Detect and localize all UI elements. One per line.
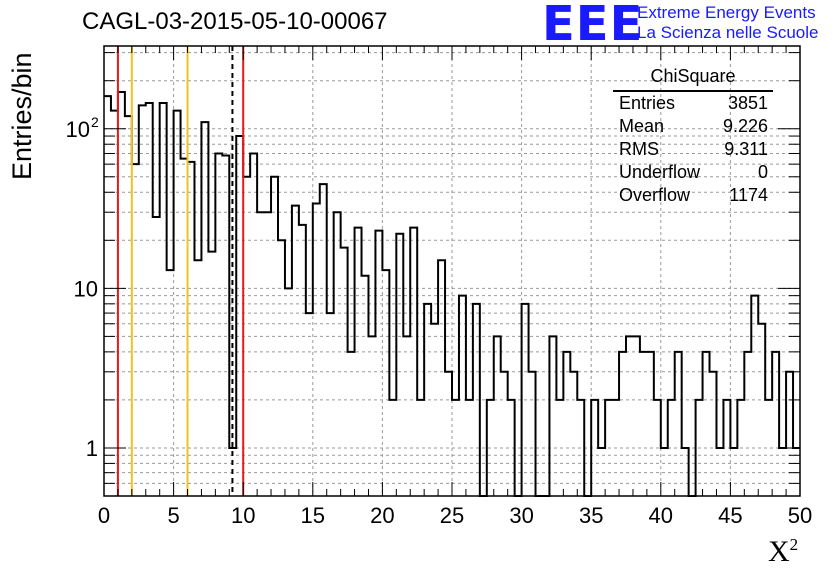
histogram-bin	[222, 155, 229, 496]
eee-tagline-1: Extreme Energy Events	[637, 3, 816, 22]
histogram-bin	[549, 336, 556, 496]
histogram-bin	[758, 324, 765, 496]
histogram-bin	[306, 313, 313, 496]
x-tick-label: 15	[301, 503, 325, 528]
histogram-bin	[368, 336, 375, 496]
stats-value: 1174	[729, 185, 768, 205]
histogram-bin	[125, 116, 132, 496]
histogram-bin	[703, 352, 710, 496]
histogram-bin	[633, 336, 640, 496]
histogram-bin	[111, 111, 118, 496]
stats-row-entries: Entries 3851	[611, 92, 779, 115]
histogram-bin	[320, 184, 327, 496]
histogram-bin	[786, 372, 793, 496]
stats-label: Underflow	[619, 162, 701, 182]
stats-title: ChiSquare	[613, 66, 773, 92]
histogram-bin	[174, 111, 181, 496]
histogram-bin	[264, 212, 271, 496]
histogram-bin	[334, 212, 341, 496]
x-tick-label: 25	[440, 503, 464, 528]
x-tick-label: 20	[370, 503, 394, 528]
histogram-bin	[529, 372, 536, 496]
histogram-bin	[250, 153, 257, 496]
histogram-bin	[459, 296, 466, 496]
stats-value: 3851	[727, 93, 768, 113]
histogram-bin	[118, 92, 125, 496]
histogram-bin	[710, 372, 717, 496]
y-tick-label: 1	[86, 436, 98, 461]
histogram-bin	[201, 122, 208, 496]
histogram-bin	[278, 240, 285, 496]
x-tick-label: 50	[788, 503, 812, 528]
histogram-bin	[751, 296, 758, 496]
stats-label: Overflow	[619, 185, 691, 205]
x-tick-label: 35	[579, 503, 603, 528]
stats-row-mean: Mean 9.226	[611, 115, 779, 138]
stats-label: RMS	[619, 139, 659, 159]
x-axis-ticks: 0 5 10 15 20 25 30 35 40 45 50	[98, 46, 812, 528]
histogram-bin	[313, 204, 320, 496]
histogram-bin	[647, 352, 654, 496]
histogram-bin	[563, 352, 570, 496]
stats-box: ChiSquare Entries 3851 Mean 9.226 RMS 9.311…	[611, 66, 779, 207]
y-axis-label: Entries/bin	[7, 52, 37, 180]
histogram-bin	[501, 372, 508, 496]
stats-value: 0	[757, 162, 768, 182]
x-tick-label: 45	[718, 503, 742, 528]
stats-row-underflow: Underflow 0	[611, 161, 779, 184]
stats-row-overflow: Overflow 1174	[611, 184, 779, 207]
stats-label: Entries	[619, 93, 676, 113]
x-tick-label: 10	[231, 503, 255, 528]
x-axis-label: X2	[768, 535, 798, 569]
histogram-bin	[445, 372, 452, 496]
histogram-bin	[348, 352, 355, 496]
histogram-bin	[375, 231, 382, 496]
histogram-bin	[181, 159, 188, 496]
histogram-bin	[257, 212, 264, 496]
x-tick-label: 5	[167, 503, 179, 528]
y-tick-label-exponent: 2	[91, 114, 99, 130]
histogram-bin	[292, 206, 299, 496]
histogram-bin	[494, 336, 501, 496]
chart-title: CAGL-03-2015-05-10-00067	[82, 8, 388, 35]
histogram-bin	[619, 352, 626, 496]
histogram-bin	[772, 352, 779, 496]
histogram-bin	[160, 103, 167, 496]
stats-value: 9.311	[724, 139, 768, 159]
histogram-outline	[104, 90, 800, 497]
histogram-bin	[327, 313, 334, 496]
x-tick-label: 30	[509, 503, 533, 528]
histogram-bin	[396, 234, 403, 496]
histogram-bin	[570, 372, 577, 496]
histogram-bin	[215, 153, 222, 496]
histogram-bin	[744, 352, 751, 496]
y-tick-label: 10	[66, 117, 90, 142]
histogram-bin	[236, 136, 243, 496]
y-tick-label: 10	[74, 276, 98, 301]
histogram-bin	[626, 336, 633, 496]
x-tick-label: 0	[98, 503, 110, 528]
histogram-bins	[104, 90, 800, 497]
histogram-bin	[132, 164, 139, 496]
histogram-bin	[146, 103, 153, 496]
stats-label: Mean	[619, 116, 665, 136]
histogram-bin	[640, 352, 647, 496]
reference-lines	[116, 46, 245, 496]
x-axis-label-sup: 2	[789, 535, 799, 554]
stats-row-rms: RMS 9.311	[611, 138, 779, 161]
histogram-bin	[153, 217, 160, 496]
x-tick-label: 40	[649, 503, 673, 528]
stats-value: 9.226	[722, 116, 768, 136]
eee-tagline-2: La Scienza nelle Scuole	[637, 23, 819, 42]
histogram-bin	[403, 336, 410, 496]
histogram-bin	[285, 288, 292, 496]
eee-logo: EEE	[542, 0, 644, 52]
histogram-bin	[431, 324, 438, 496]
x-axis-label-base: X	[768, 535, 790, 568]
histogram-bin	[675, 352, 682, 496]
